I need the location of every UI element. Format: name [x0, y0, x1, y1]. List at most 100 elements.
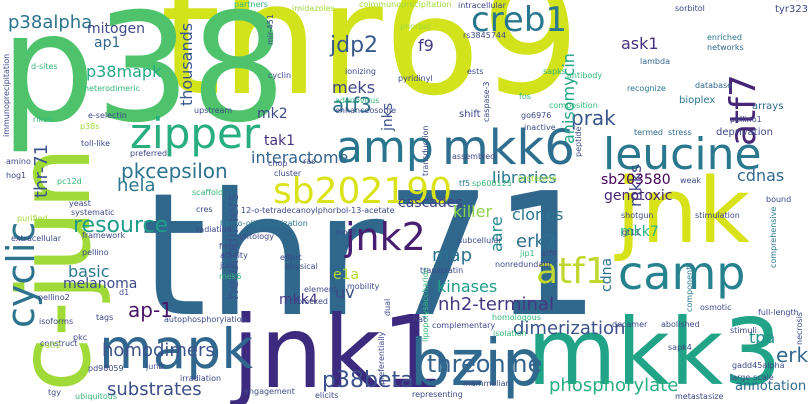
word-fos: fos — [519, 92, 531, 101]
word-fmlp: fmlp — [219, 242, 237, 251]
word-cluster: cluster — [274, 169, 302, 178]
word-mkk4: mkk4 — [279, 292, 318, 308]
word-sapks: sapks — [543, 67, 566, 76]
word-hela: hela — [117, 175, 156, 196]
word-tak1: tak1 — [264, 133, 296, 149]
word-arrays: arrays — [752, 101, 784, 112]
word-junb: junb — [146, 362, 164, 371]
word-sp600125: sp600125 — [472, 179, 512, 188]
word-jnk: jnk — [616, 159, 751, 264]
word-transduction: transduction — [421, 125, 430, 176]
word-jund: jund — [220, 261, 238, 270]
word-homologous: homologous — [492, 313, 541, 322]
word-intracellular: intracellular — [458, 1, 506, 10]
word-ask1: ask1 — [621, 34, 659, 53]
word-sorbitol: sorbitol — [675, 4, 705, 13]
word-kinases: kinases — [437, 277, 498, 296]
word-phorbol: phorbol — [400, 22, 431, 31]
word-tf5: tf5 — [459, 179, 471, 188]
word-affinity: affinity — [220, 251, 248, 260]
word-isolation: isolation — [493, 329, 527, 338]
word-thr71: thr71 — [140, 157, 601, 355]
word-jnk1: jnk1 — [232, 294, 445, 404]
word-gt11: gt11 — [622, 228, 641, 237]
word-mkk3: mkk3 — [527, 299, 782, 404]
word-cres: cres — [196, 205, 213, 214]
word-clones: clones — [512, 205, 564, 224]
word-gadd45alpha: gadd45alpha — [732, 361, 785, 370]
word-enhanceosome: enhanceosome — [335, 106, 397, 115]
word-atf2: atf2 — [45, 341, 61, 350]
word-preferentially: preferentially — [377, 331, 386, 385]
word-immunoprecipitation: immunoprecipitation — [2, 53, 11, 137]
word-ubiquitous: ubiquitous — [75, 392, 118, 401]
word-uv: uv — [335, 283, 355, 302]
word-irradiation: irradiation — [180, 374, 222, 383]
word-genotoxic: genotoxic — [604, 188, 673, 204]
word-partners: partners — [234, 0, 268, 9]
word-composition: composition — [549, 101, 598, 110]
word-hog1: hog1 — [6, 171, 27, 180]
word-rs3845744: rs3845744 — [463, 31, 507, 40]
word-construct: construct — [40, 339, 78, 348]
word-systematic: systematic — [71, 208, 115, 217]
word-jdp2: jdp2 — [330, 33, 379, 58]
word-ontology: ontology — [239, 232, 274, 241]
word-riken: riken — [33, 115, 53, 124]
word-amp: amp — [336, 122, 434, 173]
word-threonine: threonine — [427, 350, 543, 378]
word-phosphorylate: phosphorylate — [549, 375, 679, 396]
word-e-selectin: e-selectin — [88, 111, 127, 120]
word-mobility: mobility — [347, 282, 380, 291]
word-dimerization: dimerization — [513, 318, 626, 339]
word-bzip: bzip — [410, 327, 543, 401]
word-pellino2: pellino2 — [38, 293, 70, 302]
word-isoforms: isoforms — [39, 317, 74, 326]
word-pellino1: pellino1 — [730, 115, 762, 124]
word-pc12d: pc12d — [57, 177, 82, 186]
word-pellino: pellino — [82, 248, 109, 257]
word-engagement: engagement — [244, 387, 295, 396]
word-networks: networks — [707, 43, 744, 52]
word-elicits: elicits — [315, 391, 339, 400]
word-tyr323: tyr323 — [775, 4, 808, 15]
word-homodimers: homodimers — [102, 340, 215, 361]
word-element: element — [304, 285, 337, 294]
word-physical: physical — [285, 262, 318, 271]
word-lambda: lambda — [640, 57, 670, 66]
word-zipper: zipper — [130, 109, 261, 158]
word-erk: erk — [776, 343, 808, 367]
word-mek6: mek6 — [219, 272, 242, 281]
word-ras: ras — [303, 157, 316, 166]
word-bound: bound — [766, 195, 792, 204]
word-antibody: antibody — [567, 71, 603, 80]
word-tags: tags — [96, 313, 114, 322]
word-shotgun: shotgun — [621, 211, 654, 220]
word-sapk4: sapk4 — [668, 343, 692, 352]
word-mkk7: mkk7 — [620, 224, 659, 240]
word-termed: termed — [634, 128, 663, 137]
word-p38: p38 — [0, 0, 287, 156]
word-map: map — [432, 245, 472, 266]
word-large-scale: large-scale — [730, 373, 774, 382]
word-killer: killer — [453, 202, 493, 221]
word-nh2-terminal: nh2-terminal — [438, 294, 554, 315]
word-pkc: pkc — [73, 333, 88, 342]
word-inactive: inactive — [524, 123, 556, 132]
word-cdna: cdna — [599, 257, 615, 292]
word-nonredundant: nonredundant — [495, 260, 552, 269]
word-meks: meks — [332, 78, 376, 97]
word-camp: camp — [618, 246, 746, 300]
word-sb202190: sb202190 — [273, 171, 453, 212]
word-bioplex: bioplex — [679, 95, 716, 106]
word-aare: aare — [487, 216, 506, 252]
word-cascades: cascades — [398, 195, 463, 211]
word-pkcepsilon: pkcepsilon — [121, 159, 228, 183]
word-d-sites: d-sites — [31, 62, 58, 71]
word-comprehensive: comprehensive — [769, 206, 778, 268]
word-e1a: e1a — [333, 267, 360, 283]
word-pd98059: pd98059 — [88, 364, 124, 373]
word-proteome: proteome — [518, 174, 557, 183]
word-mk2: mk2 — [257, 106, 288, 122]
